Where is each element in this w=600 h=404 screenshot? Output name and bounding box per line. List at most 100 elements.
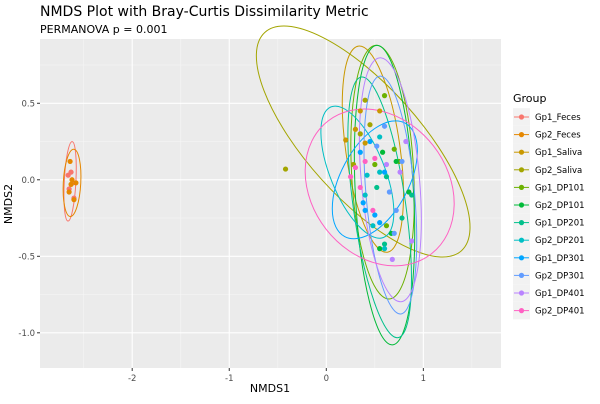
legend-label: Gp2_Feces (535, 131, 581, 141)
x-tick-label: 1 (421, 374, 426, 384)
legend-label: Gp1_Saliva (535, 148, 582, 158)
point-gp2-dp101 (377, 246, 383, 252)
point-gp2-feces (73, 180, 79, 186)
x-axis-ticks: -2 -1 0 1 (128, 368, 426, 384)
point-gp2-saliva (357, 131, 363, 137)
point-gp2-dp401 (370, 207, 376, 213)
point-gp2-dp301 (393, 207, 399, 213)
point-gp2-feces (67, 158, 73, 165)
x-tick-label: -1 (225, 374, 233, 384)
point-gp1-dp301 (372, 212, 378, 218)
point-gp2-dp301 (374, 143, 380, 149)
ellipse-gp2-dp201 (320, 105, 395, 239)
point-gp1-dp101 (381, 93, 388, 99)
point-gp1-dp301 (367, 138, 373, 145)
point-gp1-dp301 (381, 169, 388, 175)
legend-label: Gp2_DP301 (535, 271, 585, 281)
point-gp2-dp101 (379, 149, 386, 155)
point-gp1-dp101 (372, 161, 378, 168)
legend-label: Gp1_DP401 (535, 289, 585, 299)
legend-key-point (518, 220, 525, 226)
x-tick-label: 0 (324, 374, 329, 384)
chart-title: NMDS Plot with Bray-Curtis Dissimilarity… (40, 4, 369, 20)
ellipse-gp2-feces (62, 148, 82, 217)
legend-key-point (518, 290, 525, 296)
point-gp2-dp401 (347, 174, 354, 180)
point-gp1-saliva (362, 140, 368, 146)
point-gp1-saliva (343, 137, 349, 143)
point-gp2-feces (69, 177, 75, 183)
x-axis-label: NMDS1 (250, 382, 290, 395)
point-gp2-dp401 (352, 164, 359, 171)
legend-label: Gp2_Saliva (535, 166, 582, 176)
point-gp1-saliva (377, 108, 383, 114)
ellipse-gp1-saliva (341, 45, 404, 253)
point-gp2-dp101 (393, 158, 399, 165)
chart-subtitle: PERMANOVA p = 0.001 (40, 23, 167, 36)
legend-key-point (518, 132, 525, 138)
point-gp1-dp301 (362, 207, 368, 213)
point-gp2-dp201 (381, 246, 388, 252)
point-gp1-dp401 (409, 238, 415, 244)
point-gp1-dp201 (409, 192, 415, 198)
legend-key-point (518, 272, 525, 278)
point-gp2-dp401 (372, 155, 378, 161)
points (65, 93, 415, 262)
point-gp1-dp101 (391, 146, 397, 152)
legend-label: Gp2_DP101 (535, 201, 585, 211)
y-axis-label: NMDS2 (2, 184, 15, 224)
legend-label: Gp1_DP301 (535, 254, 585, 264)
legend-key-point (518, 308, 525, 314)
point-gp2-saliva (282, 166, 289, 172)
legend-key-point (518, 184, 525, 190)
point-gp1-dp201 (374, 184, 380, 191)
point-gp1-dp301 (377, 220, 383, 226)
point-gp1-dp301 (357, 149, 363, 155)
point-gp1-dp401 (397, 169, 403, 175)
point-gp1-dp201 (383, 174, 390, 180)
point-gp1-saliva (357, 108, 363, 114)
legend-key-point (518, 114, 525, 120)
legend: Group Gp1_Feces Gp2_Feces Gp1_Saliva Gp2_Sa… (513, 92, 585, 320)
legend-key-point (518, 167, 525, 173)
point-gp2-dp201 (362, 192, 368, 198)
point-gp1-dp401 (403, 138, 409, 145)
point-gp2-dp301 (386, 189, 392, 195)
point-gp2-dp201 (370, 223, 376, 229)
ellipse-gp1-dp301 (331, 120, 418, 240)
ellipse-gp1-dp401 (358, 57, 422, 303)
y-tick-label: -0.5 (18, 252, 35, 262)
ellipse-gp1-dp201 (347, 76, 412, 339)
point-gp1-dp201 (381, 241, 388, 247)
point-gp2-saliva (367, 122, 373, 128)
point-gp2-dp401 (357, 184, 363, 191)
point-gp2-dp301 (399, 158, 405, 165)
legend-key-point (518, 149, 525, 155)
point-gp2-saliva (362, 97, 368, 103)
y-axis-ticks: 0.5 0.0 -0.5 -1.0 (18, 99, 40, 339)
point-gp2-dp201 (364, 172, 370, 178)
point-gp1-feces (65, 172, 71, 178)
point-gp2-feces (68, 181, 74, 187)
point-gp2-feces (66, 189, 72, 195)
point-gp2-dp201 (377, 169, 383, 175)
y-tick-label: 0.5 (21, 99, 35, 109)
y-tick-label: -1.0 (18, 329, 35, 339)
point-gp1-dp401 (389, 256, 395, 262)
grid-minor (40, 39, 501, 368)
legend-label: Gp1_DP201 (535, 219, 585, 229)
legend-key-point (518, 202, 525, 208)
legend-label: Gp2_DP401 (535, 307, 585, 317)
point-gp1-dp401 (383, 161, 390, 168)
point-gp1-dp101 (383, 223, 390, 229)
legend-label: Gp1_DP101 (535, 183, 585, 193)
point-gp2-dp201 (377, 134, 383, 140)
point-gp2-dp401 (362, 158, 368, 165)
point-gp1-dp301 (360, 200, 366, 206)
x-tick-label: -2 (128, 374, 136, 384)
plot-panel (40, 39, 501, 368)
ellipse-gp2-dp401 (304, 108, 455, 267)
legend-title: Group (513, 92, 547, 105)
